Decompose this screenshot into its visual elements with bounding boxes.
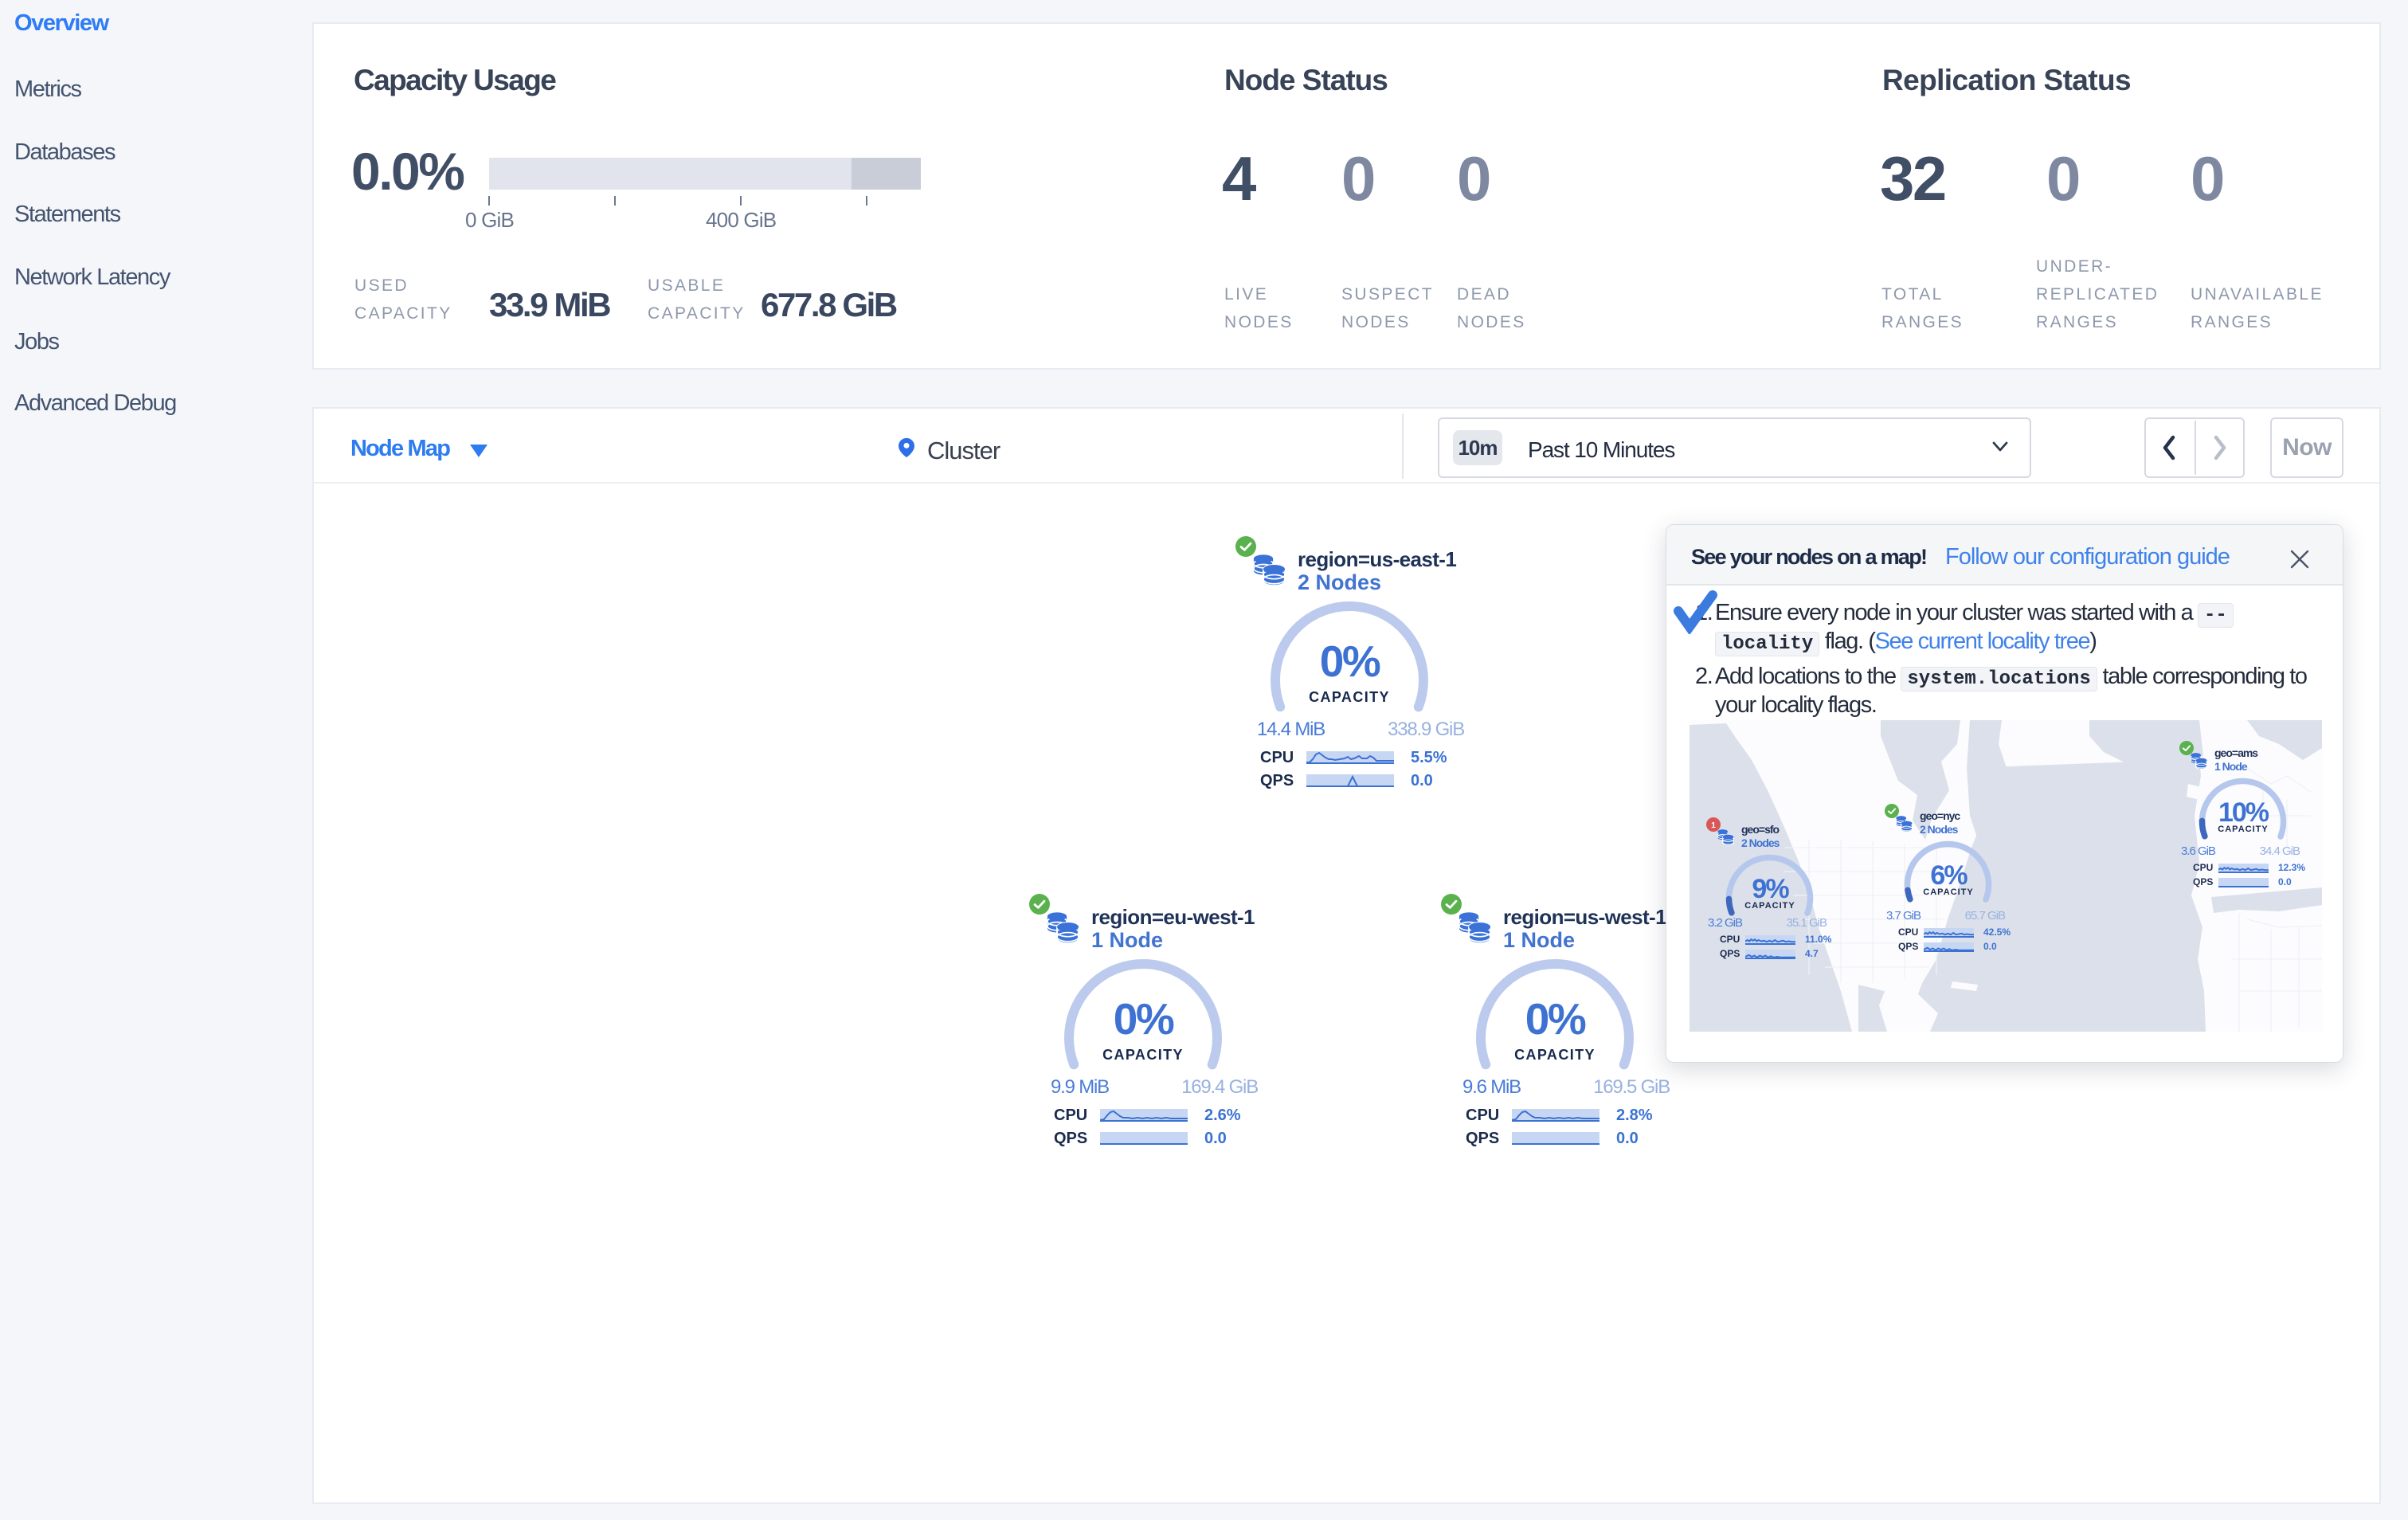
- svg-text:1: 1: [1711, 821, 1716, 830]
